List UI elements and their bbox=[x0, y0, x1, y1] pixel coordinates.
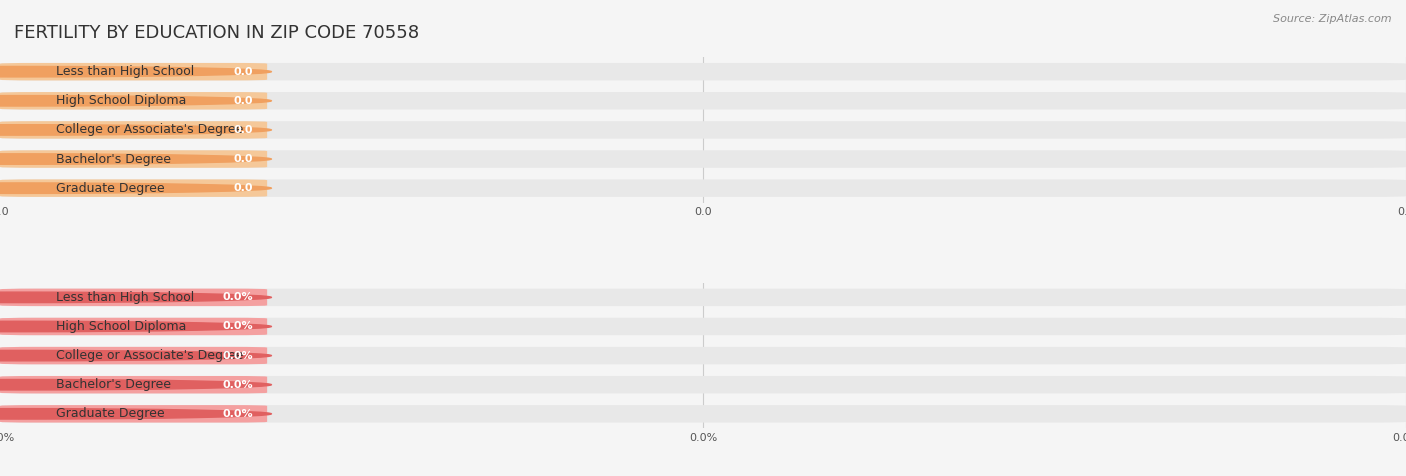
Text: 0.0: 0.0 bbox=[233, 154, 253, 164]
Text: High School Diploma: High School Diploma bbox=[56, 94, 187, 107]
Text: FERTILITY BY EDUCATION IN ZIP CODE 70558: FERTILITY BY EDUCATION IN ZIP CODE 70558 bbox=[14, 24, 419, 42]
FancyBboxPatch shape bbox=[0, 376, 1406, 394]
Circle shape bbox=[0, 154, 271, 164]
FancyBboxPatch shape bbox=[0, 63, 267, 80]
Text: Bachelor's Degree: Bachelor's Degree bbox=[56, 378, 172, 391]
Text: College or Associate's Degree: College or Associate's Degree bbox=[56, 349, 243, 362]
Circle shape bbox=[0, 125, 271, 135]
FancyBboxPatch shape bbox=[0, 376, 267, 394]
Circle shape bbox=[0, 408, 271, 419]
Text: College or Associate's Degree: College or Associate's Degree bbox=[56, 123, 243, 137]
Text: 0.0: 0.0 bbox=[233, 125, 253, 135]
Text: High School Diploma: High School Diploma bbox=[56, 320, 187, 333]
FancyBboxPatch shape bbox=[0, 121, 1406, 139]
Text: 0.0%: 0.0% bbox=[222, 380, 253, 390]
Text: 0.0: 0.0 bbox=[233, 67, 253, 77]
Text: 0.0: 0.0 bbox=[233, 96, 253, 106]
FancyBboxPatch shape bbox=[0, 288, 267, 306]
Circle shape bbox=[0, 67, 271, 77]
Circle shape bbox=[0, 183, 271, 193]
FancyBboxPatch shape bbox=[0, 347, 267, 364]
Text: Less than High School: Less than High School bbox=[56, 65, 194, 78]
FancyBboxPatch shape bbox=[0, 92, 267, 109]
Circle shape bbox=[0, 350, 271, 361]
FancyBboxPatch shape bbox=[0, 179, 267, 197]
Text: Bachelor's Degree: Bachelor's Degree bbox=[56, 152, 172, 166]
Text: 0.0%: 0.0% bbox=[222, 292, 253, 302]
Text: 0.0%: 0.0% bbox=[222, 321, 253, 331]
Circle shape bbox=[0, 96, 271, 106]
FancyBboxPatch shape bbox=[0, 347, 1406, 364]
FancyBboxPatch shape bbox=[0, 92, 1406, 109]
Circle shape bbox=[0, 292, 271, 303]
Text: Graduate Degree: Graduate Degree bbox=[56, 182, 165, 195]
FancyBboxPatch shape bbox=[0, 150, 1406, 168]
Text: Source: ZipAtlas.com: Source: ZipAtlas.com bbox=[1274, 14, 1392, 24]
Text: Graduate Degree: Graduate Degree bbox=[56, 407, 165, 420]
Text: 0.0%: 0.0% bbox=[222, 351, 253, 361]
FancyBboxPatch shape bbox=[0, 405, 267, 423]
FancyBboxPatch shape bbox=[0, 405, 1406, 423]
FancyBboxPatch shape bbox=[0, 63, 1406, 80]
Text: Less than High School: Less than High School bbox=[56, 291, 194, 304]
Circle shape bbox=[0, 321, 271, 332]
Text: 0.0%: 0.0% bbox=[222, 409, 253, 419]
FancyBboxPatch shape bbox=[0, 318, 267, 335]
FancyBboxPatch shape bbox=[0, 288, 1406, 306]
Text: 0.0: 0.0 bbox=[233, 183, 253, 193]
FancyBboxPatch shape bbox=[0, 150, 267, 168]
FancyBboxPatch shape bbox=[0, 318, 1406, 335]
FancyBboxPatch shape bbox=[0, 121, 267, 139]
FancyBboxPatch shape bbox=[0, 179, 1406, 197]
Circle shape bbox=[0, 379, 271, 390]
